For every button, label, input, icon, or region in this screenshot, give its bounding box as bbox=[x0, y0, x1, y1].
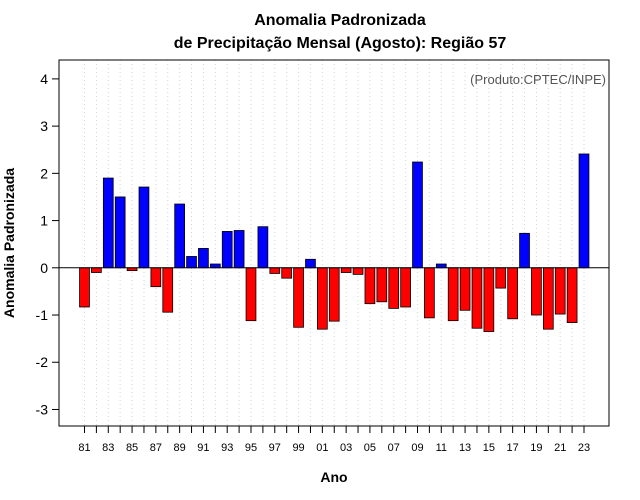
bar-95 bbox=[245, 267, 257, 322]
bar-12 bbox=[447, 267, 459, 322]
credit-text: (Produto:CPTEC/INPE) bbox=[470, 72, 606, 87]
y-tick-label: -3 bbox=[36, 401, 49, 417]
bar-22 bbox=[566, 267, 578, 323]
bar-19 bbox=[531, 267, 542, 316]
x-tick-label: 93 bbox=[221, 442, 233, 454]
bar-93 bbox=[221, 231, 233, 269]
y-tick-label: 0 bbox=[40, 260, 48, 276]
x-tick-label: 83 bbox=[102, 442, 114, 454]
bar-13 bbox=[459, 267, 471, 311]
bar-11 bbox=[435, 263, 447, 269]
bar-83 bbox=[102, 177, 114, 269]
gridlines bbox=[84, 60, 585, 426]
bar-97 bbox=[269, 267, 281, 274]
x-axis: 81 83 85 87 89 91 93 95 97 99 01 03 05 07 09 11 13 15 17 19… bbox=[78, 426, 590, 454]
x-tick-label: 85 bbox=[126, 442, 138, 454]
bar-81 bbox=[79, 267, 90, 308]
chart-subtitle: de Precipitação Mensal (Agosto): Região … bbox=[174, 35, 507, 52]
x-tick-label: 11 bbox=[436, 442, 447, 454]
bar-14 bbox=[471, 267, 483, 329]
chart-title: Anomalia Padronizada bbox=[254, 12, 426, 29]
bar-86 bbox=[138, 186, 150, 269]
y-axis: -3 -2 -1 0 1 2 3 4 bbox=[36, 71, 59, 417]
x-tick-label: 05 bbox=[364, 442, 376, 454]
x-tick-label: 81 bbox=[78, 442, 90, 454]
bar-84 bbox=[114, 196, 126, 269]
bar-03 bbox=[340, 267, 352, 273]
bars bbox=[79, 153, 590, 332]
bar-94 bbox=[233, 230, 245, 269]
x-tick-label: 97 bbox=[269, 442, 281, 454]
x-axis-label: Ano bbox=[320, 469, 347, 485]
bar-98 bbox=[281, 267, 293, 279]
y-tick-label: 2 bbox=[40, 165, 48, 181]
bar-01 bbox=[317, 267, 328, 330]
x-tick-label: 17 bbox=[507, 442, 519, 454]
x-tick-label: 21 bbox=[554, 442, 566, 454]
bar-17 bbox=[507, 267, 518, 320]
x-tick-label: 09 bbox=[411, 442, 423, 454]
bar-82 bbox=[91, 267, 102, 273]
bar-00 bbox=[305, 258, 316, 269]
bar-06 bbox=[376, 267, 388, 303]
bar-18 bbox=[519, 232, 530, 269]
bar-87 bbox=[150, 267, 162, 288]
bar-20 bbox=[542, 267, 554, 330]
bar-02 bbox=[328, 267, 340, 322]
x-tick-label: 89 bbox=[174, 442, 186, 454]
x-tick-label: 91 bbox=[197, 442, 209, 454]
x-tick-label: 01 bbox=[316, 442, 328, 454]
bar-90 bbox=[186, 256, 197, 269]
bar-05 bbox=[364, 267, 376, 305]
x-tick-label: 99 bbox=[292, 442, 304, 454]
y-tick-label: 3 bbox=[40, 118, 48, 134]
bar-09 bbox=[412, 161, 423, 269]
bar-92 bbox=[209, 263, 221, 269]
bar-23 bbox=[578, 153, 590, 269]
x-tick-label: 07 bbox=[388, 442, 400, 454]
bar-96 bbox=[257, 226, 269, 269]
bar-10 bbox=[424, 267, 435, 319]
x-tick-label: 95 bbox=[245, 442, 257, 454]
bar-16 bbox=[495, 267, 507, 289]
x-tick-label: 23 bbox=[578, 442, 590, 454]
bar-21 bbox=[554, 267, 566, 315]
x-tick-label: 19 bbox=[530, 442, 542, 454]
y-tick-label: -2 bbox=[36, 354, 49, 370]
bar-91 bbox=[198, 248, 209, 269]
y-tick-label: -1 bbox=[36, 307, 49, 323]
x-tick-label: 87 bbox=[150, 442, 162, 454]
bar-08 bbox=[400, 267, 411, 308]
y-axis-label: Anomalia Padronizada bbox=[1, 168, 17, 318]
x-tick-label: 13 bbox=[459, 442, 471, 454]
bar-07 bbox=[388, 267, 400, 309]
bar-89 bbox=[174, 203, 185, 269]
bar-88 bbox=[162, 267, 174, 313]
x-tick-label: 03 bbox=[340, 442, 352, 454]
y-tick-label: 1 bbox=[40, 213, 48, 229]
bar-15 bbox=[483, 267, 495, 332]
bar-04 bbox=[352, 267, 364, 275]
bar-99 bbox=[293, 267, 304, 328]
y-tick-label: 4 bbox=[40, 71, 48, 87]
x-tick-label: 15 bbox=[483, 442, 495, 454]
